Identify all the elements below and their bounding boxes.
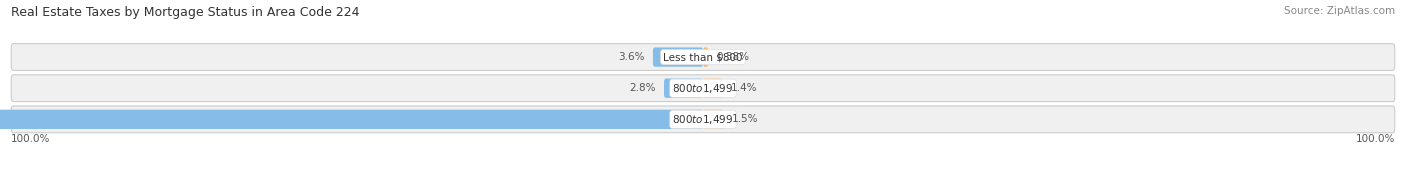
Text: Less than $800: Less than $800 xyxy=(664,52,742,62)
Text: 2.8%: 2.8% xyxy=(628,83,655,93)
Text: 1.5%: 1.5% xyxy=(733,114,759,124)
FancyBboxPatch shape xyxy=(11,106,1395,133)
FancyBboxPatch shape xyxy=(11,75,1395,102)
FancyBboxPatch shape xyxy=(703,47,709,67)
FancyBboxPatch shape xyxy=(664,79,703,98)
Text: 3.6%: 3.6% xyxy=(619,52,644,62)
Text: 100.0%: 100.0% xyxy=(1355,134,1395,144)
Text: Real Estate Taxes by Mortgage Status in Area Code 224: Real Estate Taxes by Mortgage Status in … xyxy=(11,6,360,19)
FancyBboxPatch shape xyxy=(703,110,724,129)
FancyBboxPatch shape xyxy=(703,79,723,98)
Text: $800 to $1,499: $800 to $1,499 xyxy=(672,113,734,126)
Text: Source: ZipAtlas.com: Source: ZipAtlas.com xyxy=(1284,6,1395,16)
FancyBboxPatch shape xyxy=(652,47,703,67)
Text: $800 to $1,499: $800 to $1,499 xyxy=(672,82,734,95)
FancyBboxPatch shape xyxy=(11,44,1395,70)
FancyBboxPatch shape xyxy=(0,110,703,129)
Text: 0.38%: 0.38% xyxy=(717,52,749,62)
Text: 100.0%: 100.0% xyxy=(11,134,51,144)
Legend: Without Mortgage, With Mortgage: Without Mortgage, With Mortgage xyxy=(578,192,828,196)
Text: 1.4%: 1.4% xyxy=(731,83,758,93)
